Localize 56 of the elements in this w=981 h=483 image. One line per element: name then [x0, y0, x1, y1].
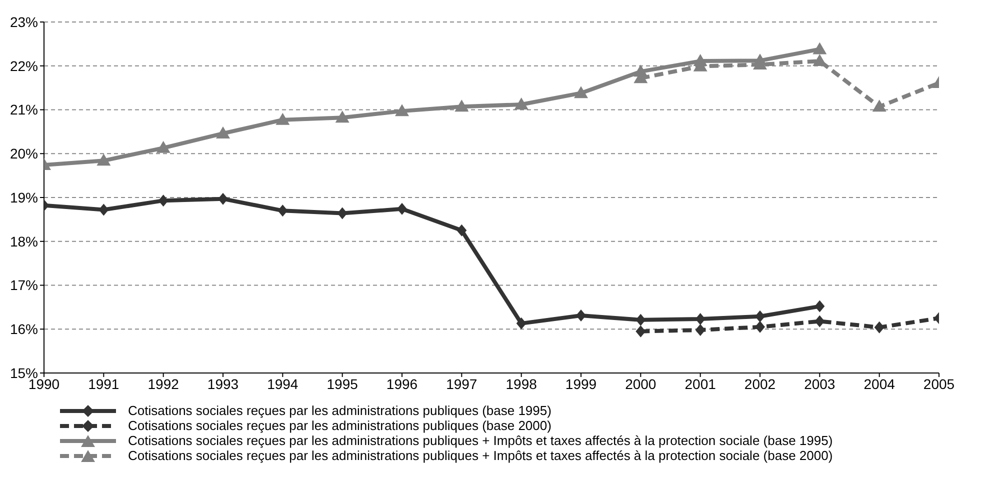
point [755, 310, 765, 322]
point [636, 314, 646, 326]
x-tick-label: 2003 [804, 376, 836, 392]
legend-label: Cotisations sociales reçues par les administrations publiques (base 2000) [128, 418, 552, 433]
x-tick-label: 1995 [326, 376, 358, 392]
x-tick-label: 2000 [625, 376, 656, 392]
legend-label: Cotisations sociales reçues par les administrations publiques (base 1995) [128, 403, 552, 418]
x-tick-label: 1996 [386, 376, 418, 392]
y-tick-label: 21% [10, 102, 38, 118]
point [96, 154, 111, 166]
x-tick-label: 1994 [267, 376, 298, 392]
x-tick-label: 1999 [565, 376, 597, 392]
point [636, 325, 646, 338]
x-tick-label: 2001 [684, 376, 716, 392]
x-tick-label: 2005 [923, 376, 955, 392]
y-tick-label: 19% [10, 189, 38, 206]
point [158, 194, 168, 207]
point [156, 140, 170, 153]
point [872, 100, 886, 112]
point [814, 300, 825, 312]
point [276, 112, 290, 125]
x-tick-label: 1992 [148, 376, 180, 392]
point [695, 324, 706, 336]
x-tick-label: 1991 [88, 376, 120, 392]
x-tick-label: 1997 [446, 376, 478, 392]
point [514, 97, 528, 110]
x-tick-label: 2002 [744, 376, 776, 392]
point [395, 104, 409, 116]
point [98, 204, 109, 216]
point [755, 320, 765, 333]
y-tick-label: 23% [10, 14, 38, 30]
legend-label: Cotisations sociales reçues par les administrations publiques + Impôts et taxes affectés à la protection sociale (base 1995) [128, 433, 833, 448]
point [576, 310, 586, 322]
y-tick-label: 22% [10, 58, 38, 74]
point [456, 224, 467, 236]
y-tick-label: 20% [10, 146, 38, 162]
point [335, 110, 350, 123]
point [874, 321, 884, 334]
x-tick-label: 1993 [207, 376, 239, 392]
y-tick-label: 18% [10, 233, 38, 250]
point [454, 100, 469, 112]
point [574, 86, 588, 98]
y-tick-label: 17% [10, 277, 38, 294]
point [337, 207, 348, 220]
point [516, 317, 526, 330]
x-tick-label: 1998 [506, 376, 538, 392]
y-tick-label: 16% [10, 321, 38, 338]
point [397, 202, 407, 215]
point [812, 42, 827, 54]
point [695, 313, 706, 326]
x-tick-label: 2004 [864, 376, 896, 392]
legend-label: Cotisations sociales reçues par les administrations publiques + Impôts et taxes affectés à la protection sociale (base 2000) [128, 448, 833, 463]
point [216, 126, 230, 138]
point [278, 204, 288, 217]
point [218, 192, 228, 205]
point [814, 315, 825, 328]
